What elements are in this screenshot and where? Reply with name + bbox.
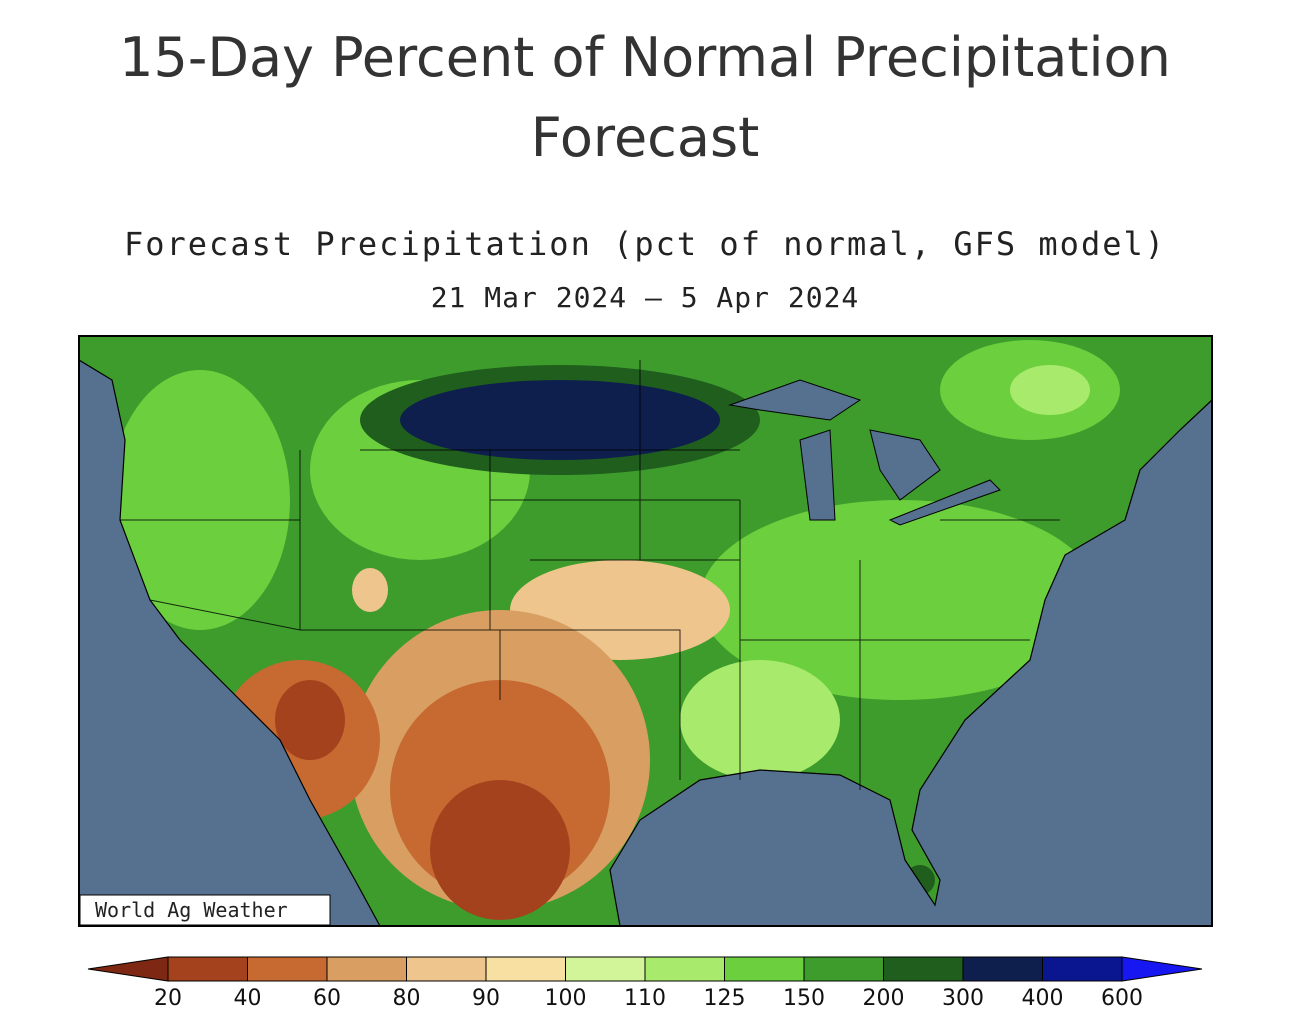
legend-swatch: [962, 956, 1043, 982]
legend-swatch: [724, 956, 805, 982]
legend-label: 300: [942, 986, 984, 1011]
legend-swatch: [485, 956, 566, 982]
legend-label: 400: [1022, 986, 1064, 1011]
map-frame: [78, 335, 1213, 927]
legend-high: [1121, 956, 1203, 982]
map: [79, 336, 1212, 926]
legend-swatch: [326, 956, 407, 982]
legend: 20 40 60 80 90 100 110 125 150 200 300 400 600: [87, 956, 1203, 1011]
legend-swatch: [247, 956, 328, 982]
legend-label: 20: [154, 986, 182, 1011]
legend-swatch: [167, 956, 248, 982]
legend-label: 90: [472, 986, 500, 1011]
map-date: 21 Mar 2024 — 5 Apr 2024: [431, 281, 860, 314]
legend-label: 125: [704, 986, 746, 1011]
legend-swatch: [644, 956, 725, 982]
legend-low: [87, 956, 169, 982]
legend-label: 60: [313, 986, 341, 1011]
legend-swatch: [883, 956, 964, 982]
page-title: 15-Day Percent of Normal Precipitation F…: [119, 26, 1171, 169]
legend-swatch: [1042, 956, 1123, 982]
legend-label: 200: [863, 986, 905, 1011]
legend-swatch: [406, 956, 487, 982]
legend-swatch: [803, 956, 884, 982]
legend-label: 40: [234, 986, 262, 1011]
map-title: Forecast Precipitation (pct of normal, G…: [124, 225, 1166, 263]
legend-label: 150: [783, 986, 825, 1011]
legend-label: 110: [624, 986, 666, 1011]
credit: World Ag Weather: [95, 898, 288, 922]
credit-box: [79, 894, 331, 926]
legend-label: 100: [545, 986, 587, 1011]
legend-label: 80: [393, 986, 421, 1011]
legend-label: 600: [1101, 986, 1143, 1011]
legend-swatch: [565, 956, 646, 982]
